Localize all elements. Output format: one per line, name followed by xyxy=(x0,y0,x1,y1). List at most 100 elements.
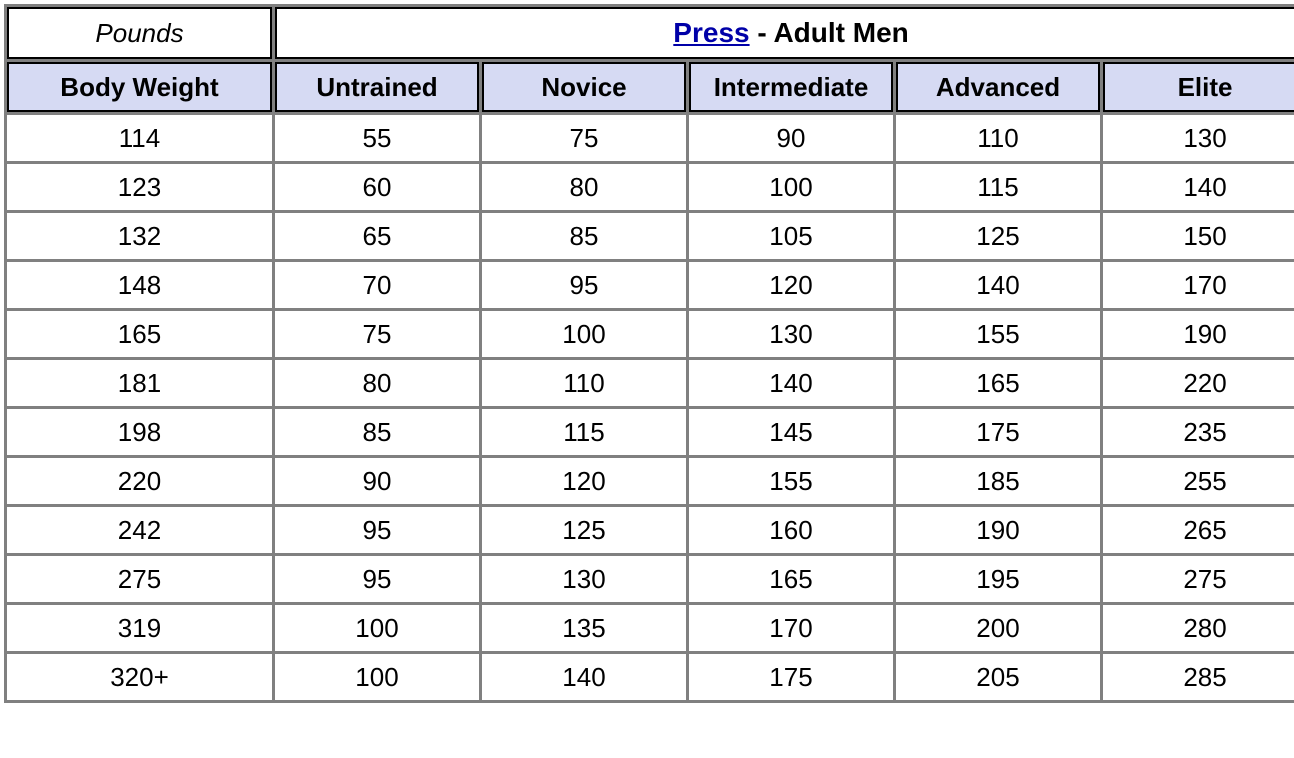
value-cell: 110 xyxy=(896,115,1100,161)
value-cell: 265 xyxy=(1103,507,1294,553)
value-cell: 125 xyxy=(482,507,686,553)
table-head: Pounds Press - Adult Men Body WeightUntr… xyxy=(7,7,1294,112)
value-cell: 55 xyxy=(275,115,479,161)
value-cell: 140 xyxy=(482,654,686,700)
value-cell: 165 xyxy=(896,360,1100,406)
column-header: Body Weight xyxy=(7,62,272,112)
table-row: 24295125160190265 xyxy=(7,507,1294,553)
table-row: 16575100130155190 xyxy=(7,311,1294,357)
body-weight-cell: 181 xyxy=(7,360,272,406)
value-cell: 110 xyxy=(482,360,686,406)
value-cell: 190 xyxy=(896,507,1100,553)
body-weight-cell: 320+ xyxy=(7,654,272,700)
value-cell: 60 xyxy=(275,164,479,210)
value-cell: 160 xyxy=(689,507,893,553)
strength-standards-table-container: Pounds Press - Adult Men Body WeightUntr… xyxy=(4,4,1290,703)
value-cell: 165 xyxy=(689,556,893,602)
table-row: 1326585105125150 xyxy=(7,213,1294,259)
value-cell: 175 xyxy=(896,409,1100,455)
table-row: 1236080100115140 xyxy=(7,164,1294,210)
value-cell: 140 xyxy=(1103,164,1294,210)
title-row: Pounds Press - Adult Men xyxy=(7,7,1294,59)
value-cell: 70 xyxy=(275,262,479,308)
value-cell: 80 xyxy=(482,164,686,210)
value-cell: 75 xyxy=(275,311,479,357)
value-cell: 125 xyxy=(896,213,1100,259)
value-cell: 175 xyxy=(689,654,893,700)
value-cell: 100 xyxy=(482,311,686,357)
column-header: Intermediate xyxy=(689,62,893,112)
exercise-link[interactable]: Press xyxy=(673,17,749,48)
table-row: 22090120155185255 xyxy=(7,458,1294,504)
value-cell: 145 xyxy=(689,409,893,455)
value-cell: 65 xyxy=(275,213,479,259)
value-cell: 200 xyxy=(896,605,1100,651)
value-cell: 100 xyxy=(275,654,479,700)
table-body: 1145575901101301236080100115140132658510… xyxy=(7,115,1294,700)
value-cell: 220 xyxy=(1103,360,1294,406)
body-weight-cell: 275 xyxy=(7,556,272,602)
table-row: 1487095120140170 xyxy=(7,262,1294,308)
body-weight-cell: 198 xyxy=(7,409,272,455)
body-weight-cell: 242 xyxy=(7,507,272,553)
value-cell: 190 xyxy=(1103,311,1294,357)
value-cell: 85 xyxy=(275,409,479,455)
value-cell: 120 xyxy=(482,458,686,504)
value-cell: 90 xyxy=(275,458,479,504)
value-cell: 195 xyxy=(896,556,1100,602)
value-cell: 95 xyxy=(482,262,686,308)
value-cell: 80 xyxy=(275,360,479,406)
value-cell: 115 xyxy=(482,409,686,455)
value-cell: 130 xyxy=(1103,115,1294,161)
value-cell: 130 xyxy=(482,556,686,602)
value-cell: 170 xyxy=(1103,262,1294,308)
value-cell: 140 xyxy=(689,360,893,406)
value-cell: 235 xyxy=(1103,409,1294,455)
value-cell: 275 xyxy=(1103,556,1294,602)
value-cell: 95 xyxy=(275,507,479,553)
value-cell: 205 xyxy=(896,654,1100,700)
column-header: Novice xyxy=(482,62,686,112)
value-cell: 85 xyxy=(482,213,686,259)
value-cell: 150 xyxy=(1103,213,1294,259)
value-cell: 280 xyxy=(1103,605,1294,651)
body-weight-cell: 123 xyxy=(7,164,272,210)
column-header: Advanced xyxy=(896,62,1100,112)
value-cell: 100 xyxy=(275,605,479,651)
value-cell: 100 xyxy=(689,164,893,210)
body-weight-cell: 319 xyxy=(7,605,272,651)
value-cell: 120 xyxy=(689,262,893,308)
value-cell: 155 xyxy=(896,311,1100,357)
value-cell: 285 xyxy=(1103,654,1294,700)
body-weight-cell: 165 xyxy=(7,311,272,357)
table-row: 114557590110130 xyxy=(7,115,1294,161)
table-row: 18180110140165220 xyxy=(7,360,1294,406)
value-cell: 90 xyxy=(689,115,893,161)
title-suffix: - Adult Men xyxy=(750,17,909,48)
value-cell: 75 xyxy=(482,115,686,161)
value-cell: 135 xyxy=(482,605,686,651)
table-title: Press - Adult Men xyxy=(275,7,1294,59)
body-weight-cell: 148 xyxy=(7,262,272,308)
value-cell: 255 xyxy=(1103,458,1294,504)
value-cell: 185 xyxy=(896,458,1100,504)
body-weight-cell: 220 xyxy=(7,458,272,504)
column-header: Elite xyxy=(1103,62,1294,112)
table-row: 320+100140175205285 xyxy=(7,654,1294,700)
column-header: Untrained xyxy=(275,62,479,112)
strength-standards-table: Pounds Press - Adult Men Body WeightUntr… xyxy=(4,4,1294,703)
table-row: 19885115145175235 xyxy=(7,409,1294,455)
table-row: 319100135170200280 xyxy=(7,605,1294,651)
value-cell: 155 xyxy=(689,458,893,504)
unit-label: Pounds xyxy=(7,7,272,59)
body-weight-cell: 114 xyxy=(7,115,272,161)
body-weight-cell: 132 xyxy=(7,213,272,259)
table-row: 27595130165195275 xyxy=(7,556,1294,602)
value-cell: 115 xyxy=(896,164,1100,210)
value-cell: 140 xyxy=(896,262,1100,308)
value-cell: 95 xyxy=(275,556,479,602)
value-cell: 105 xyxy=(689,213,893,259)
header-row: Body WeightUntrainedNoviceIntermediateAd… xyxy=(7,62,1294,112)
value-cell: 170 xyxy=(689,605,893,651)
value-cell: 130 xyxy=(689,311,893,357)
